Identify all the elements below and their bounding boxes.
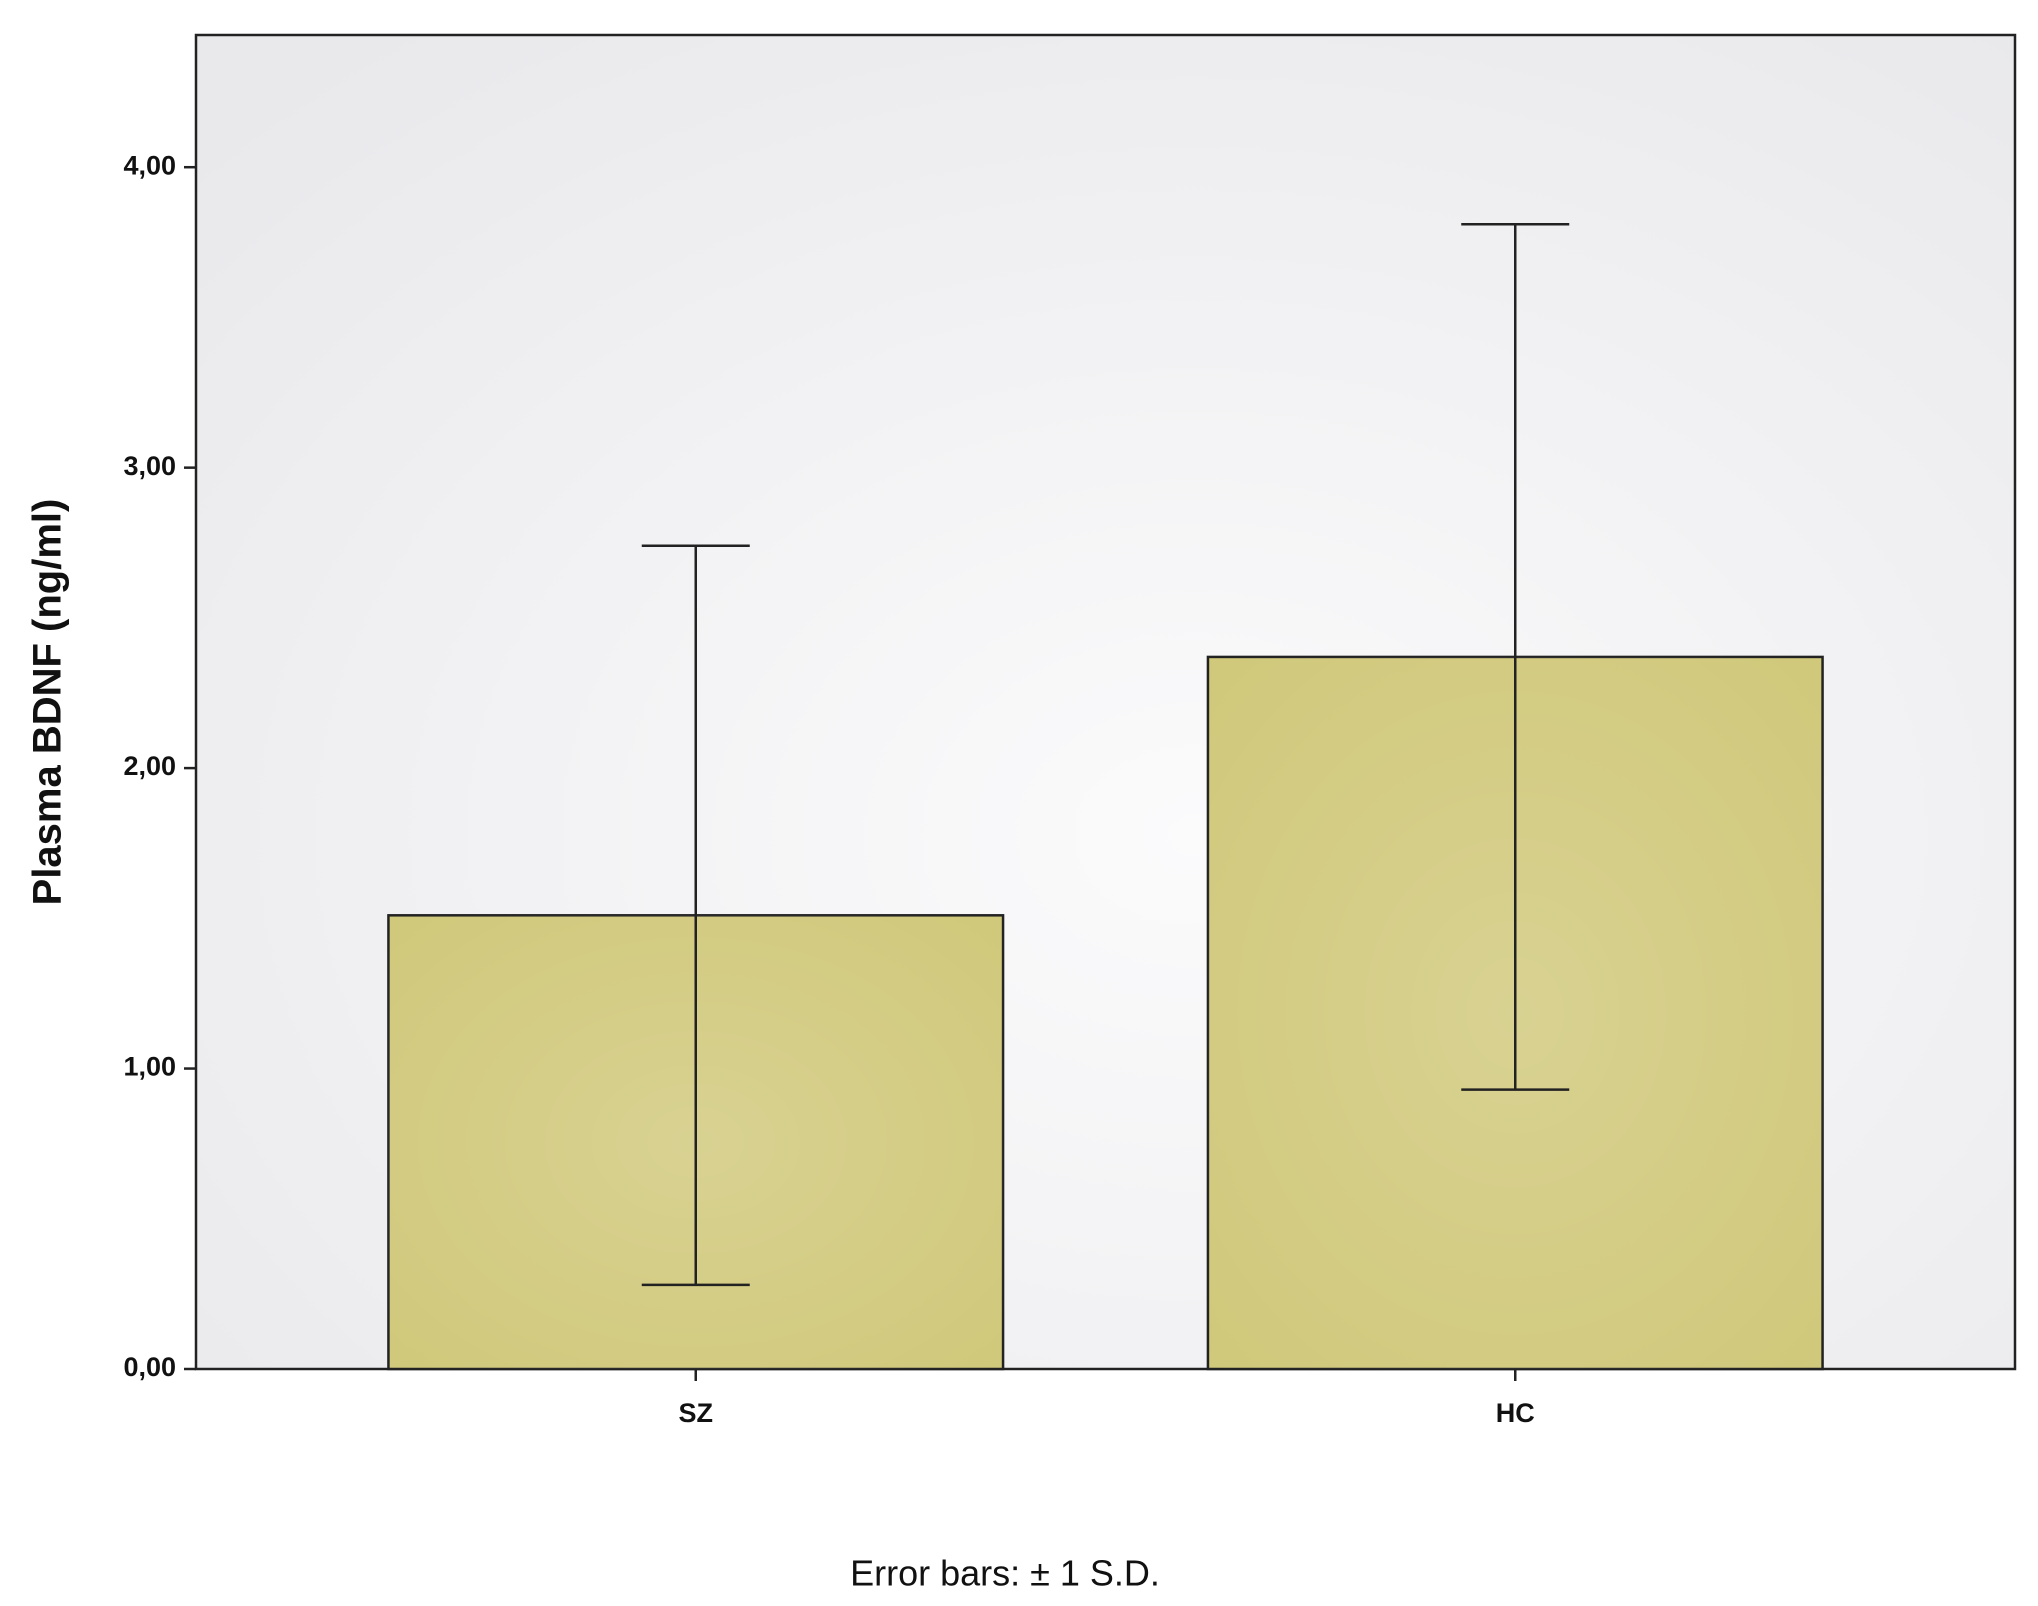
x-tick-label: SZ	[678, 1398, 713, 1428]
y-tick-label: 4,00	[123, 150, 176, 180]
x-tick-label: HC	[1496, 1398, 1535, 1428]
y-axis-title: Plasma BDNF (ng/ml)	[26, 499, 70, 906]
y-tick-label: 0,00	[123, 1352, 176, 1382]
footnote: Error bars: ± 1 S.D.	[850, 1553, 1160, 1594]
error-bar	[1461, 223, 1570, 1091]
y-tick-label: 3,00	[123, 451, 176, 481]
y-tick-label: 1,00	[123, 1052, 176, 1082]
y-tick-label: 2,00	[123, 751, 176, 781]
error-bar	[641, 544, 750, 1287]
